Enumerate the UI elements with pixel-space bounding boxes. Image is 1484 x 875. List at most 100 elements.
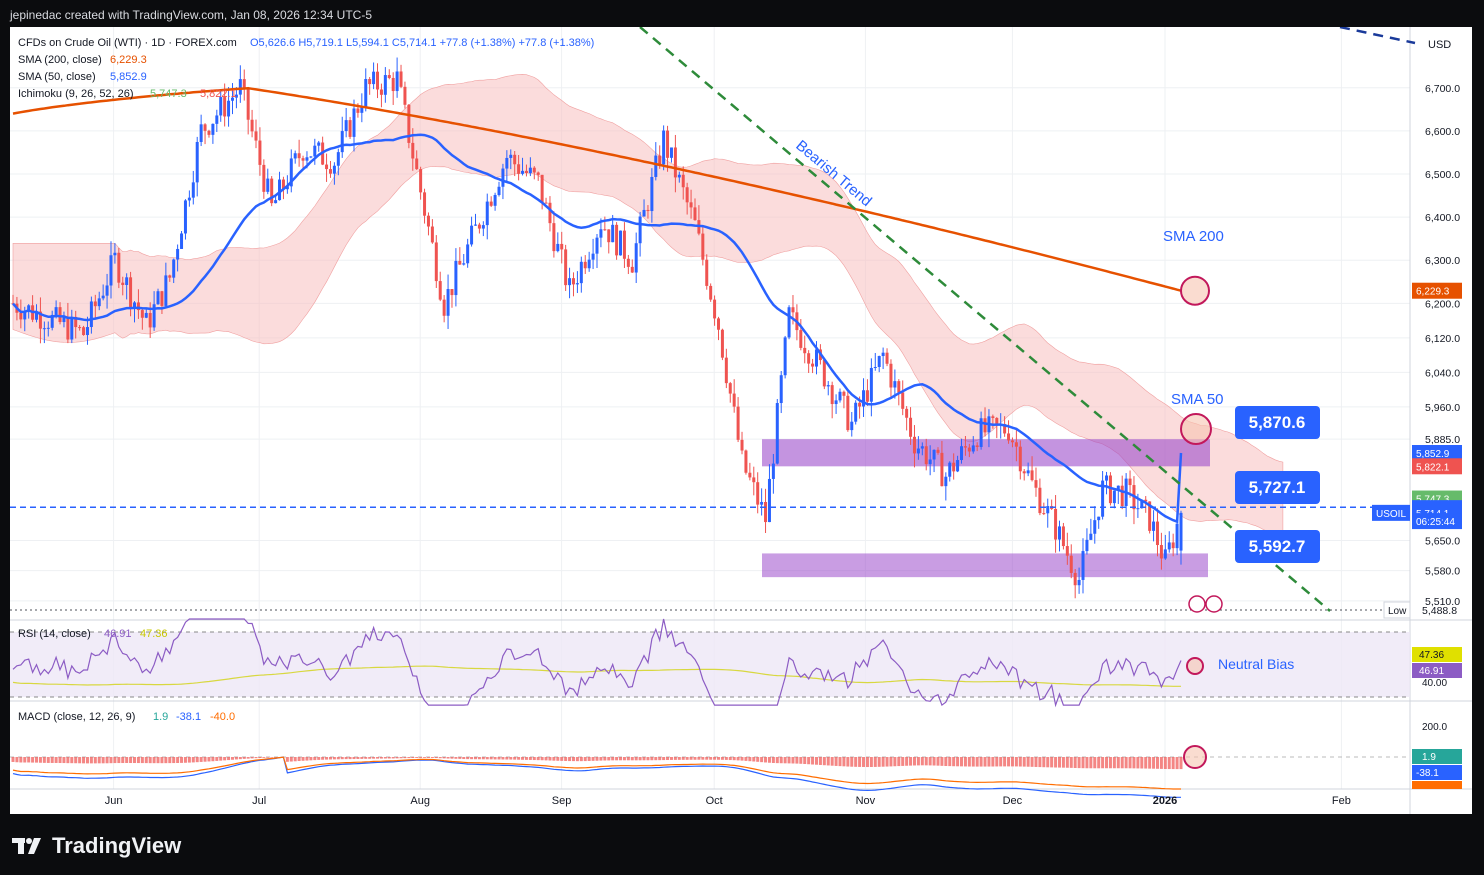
- candle-body: [376, 71, 380, 90]
- macd-histogram-bar: [234, 757, 238, 760]
- indicator-value: 5,747.3: [150, 88, 187, 100]
- candle-body: [740, 439, 744, 451]
- macd-histogram-bar: [736, 757, 740, 761]
- macd-histogram-bar: [250, 757, 254, 759]
- candle-body: [650, 176, 654, 212]
- candle-body: [991, 416, 995, 418]
- macd-histogram-bar: [1179, 757, 1183, 770]
- candle-body: [579, 261, 583, 284]
- candle-body: [1136, 508, 1140, 510]
- macd-histogram-bar: [932, 757, 936, 766]
- candle-body: [117, 252, 121, 283]
- candle-body: [466, 244, 470, 264]
- price-tag: [1412, 445, 1462, 462]
- macd-histogram-bar: [176, 757, 180, 763]
- macd-histogram-bar: [575, 757, 579, 762]
- macd-histogram-bar: [889, 757, 893, 767]
- macd-histogram-bar: [909, 757, 913, 766]
- macd-histogram-bar: [532, 757, 536, 761]
- candle-body: [677, 174, 681, 178]
- candle-body: [948, 462, 952, 477]
- candle-body: [1014, 442, 1018, 447]
- macd-histogram-bar: [807, 757, 811, 765]
- indicator-value-2: 5,822.1: [200, 88, 237, 100]
- candle-body: [756, 482, 760, 505]
- macd-histogram-bar: [775, 757, 779, 764]
- tradingview-logo: TradingView: [12, 833, 181, 859]
- macd-histogram-bar: [654, 757, 658, 761]
- macd-pane: MACD (close, 12, 26, 9) 1.9 -38.1 -40.0 200.…: [10, 711, 1462, 798]
- candle-body: [673, 147, 677, 178]
- candle-body: [560, 243, 564, 250]
- candle-body: [1105, 475, 1109, 481]
- macd-histogram-bar: [1018, 757, 1022, 767]
- candle-body: [1057, 526, 1061, 540]
- macd-histogram-bar: [462, 757, 466, 760]
- candle-body: [693, 207, 697, 221]
- macd-histogram-bar: [983, 757, 987, 767]
- macd-histogram-bar: [1167, 757, 1171, 770]
- macd-histogram-bar: [62, 757, 66, 764]
- macd-histogram-bar: [822, 757, 826, 766]
- macd-histogram-bar: [564, 757, 568, 761]
- macd-histogram-bar: [505, 757, 509, 760]
- candle-body: [854, 402, 858, 422]
- macd-histogram-bar: [473, 757, 477, 760]
- candle-body: [1030, 470, 1034, 481]
- candle-body: [603, 229, 607, 231]
- macd-histogram-bar: [685, 757, 689, 760]
- macd-histogram-bar: [619, 757, 623, 761]
- candle-body: [717, 318, 721, 330]
- macd-histogram-bar: [136, 757, 140, 764]
- macd-histogram-bar: [591, 757, 595, 761]
- candle-body: [274, 200, 278, 204]
- candle-body: [858, 402, 862, 407]
- price-tag-label: 5,852.9: [1416, 449, 1450, 460]
- price-tick-label: 5,960.0: [1425, 402, 1460, 414]
- macd-histogram-bar: [1003, 757, 1007, 767]
- macd-histogram-bar: [979, 757, 983, 767]
- macd-histogram-bar: [58, 757, 62, 764]
- rsi-axis-label: 40.00: [1422, 678, 1447, 689]
- macd-histogram-bar: [897, 757, 901, 767]
- price-tag: [1412, 458, 1462, 475]
- macd-histogram-bar: [650, 757, 654, 761]
- macd-histogram-bar: [1175, 757, 1179, 770]
- rsi-tag-label: 46.91: [1419, 666, 1444, 677]
- macd-histogram-bar: [928, 757, 932, 766]
- macd-histogram-bar: [305, 757, 309, 761]
- macd-histogram-bar: [105, 757, 109, 764]
- candle-body: [501, 168, 505, 187]
- candle-body: [524, 170, 528, 174]
- candle-body: [423, 192, 427, 216]
- macd-histogram-bar: [360, 757, 364, 759]
- candle-body: [462, 263, 466, 265]
- macd-histogram-bar: [760, 757, 764, 763]
- candle-body: [611, 224, 615, 243]
- macd-histogram-bar: [642, 757, 646, 761]
- candle-body: [426, 215, 430, 227]
- candle-body: [74, 316, 78, 328]
- macd-histogram-bar: [885, 757, 889, 767]
- candle-body: [540, 174, 544, 203]
- candle-body: [195, 141, 199, 183]
- candle-body: [383, 75, 387, 95]
- chart-panel[interactable]: Bearish Trend SMA 200 SMA 50 5,870.6 5,727.1…: [10, 25, 1472, 814]
- sma50-marker: [1180, 413, 1212, 445]
- macd-histogram-bar: [1081, 757, 1085, 769]
- candle-body: [1007, 433, 1011, 441]
- macd-histogram-bar: [803, 757, 807, 765]
- macd-histogram-bar: [967, 757, 971, 767]
- candle-body: [164, 275, 168, 306]
- macd-histogram-bar: [93, 757, 97, 764]
- candle-body: [568, 278, 572, 286]
- candle-body: [764, 501, 768, 523]
- candle-body: [752, 477, 756, 483]
- candle-body: [505, 157, 509, 169]
- macd-histogram-bar: [905, 757, 909, 766]
- macd-histogram-bar: [1112, 757, 1116, 769]
- candle-body: [1112, 490, 1116, 504]
- event-flag-icon: [1205, 595, 1223, 613]
- candle-body: [521, 170, 525, 174]
